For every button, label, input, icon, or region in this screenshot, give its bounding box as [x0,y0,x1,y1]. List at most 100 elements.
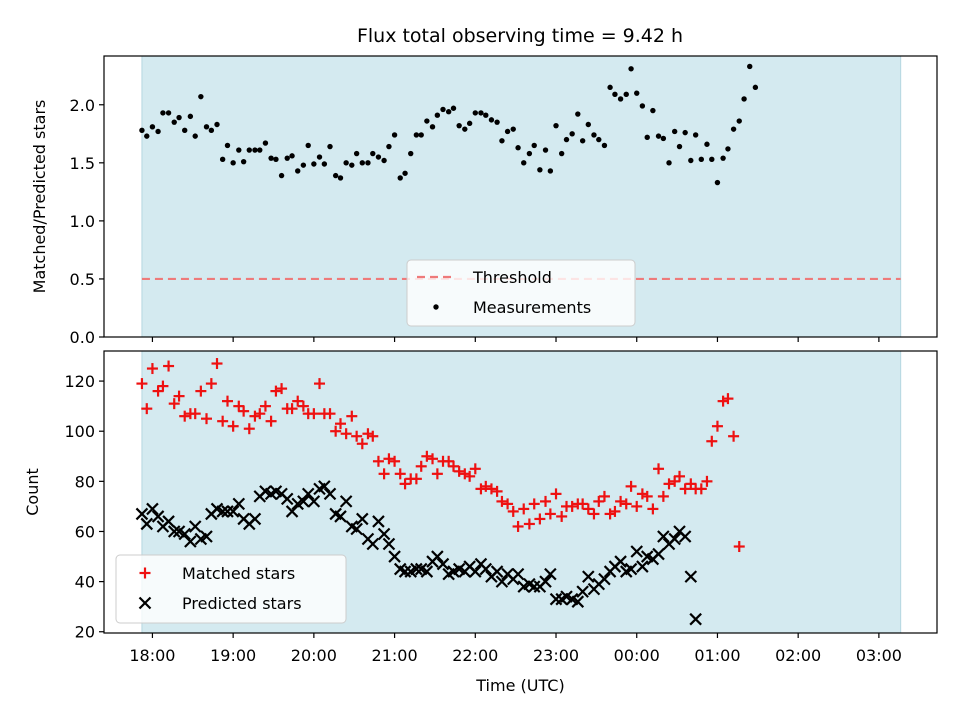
measurement-point [499,138,505,144]
measurement-point [730,126,737,132]
matched-star-point [625,480,637,492]
matched-star-point [512,520,524,532]
legend-measurements-label: Measurements [473,298,591,317]
matched-star-point [270,385,282,397]
legend-predicted-label: Predicted stars [182,594,302,613]
top-axes-frame [103,55,938,338]
matched-star-point [491,485,503,497]
measurement-point [650,107,656,114]
measurement-point [698,156,705,163]
matched-star-point [701,475,713,487]
bottom-y-tick-label: 100 [64,422,95,441]
matched-star-point [544,508,556,520]
matched-star-point [221,395,233,407]
predicted-star-point [216,505,229,518]
matched-star-point [399,478,411,490]
predicted-star-point [689,612,702,626]
top-y-tick-label: 1.5 [70,154,95,173]
predicted-star-point [576,585,589,598]
matched-star-point [431,468,443,480]
measurement-point [483,112,489,118]
measurement-point [585,121,592,128]
matched-star-point [663,478,675,490]
measurement-point [365,160,371,166]
measurement-point [214,121,220,128]
predicted-star-point [549,592,563,606]
predicted-star-point [582,570,595,583]
predicted-star-point [377,527,391,541]
measurement-point [747,63,753,70]
measurement-point [295,168,301,174]
measurement-point [149,124,156,130]
matched-star-point [136,378,148,390]
matched-star-point [378,468,390,480]
measurement-point [171,119,177,125]
measurement-point [688,157,694,164]
measurement-point [343,160,349,166]
measurement-point [240,158,247,165]
matched-star-point [205,378,217,390]
matched-star-point [733,541,745,553]
measurement-point [144,133,150,139]
matched-star-point [189,408,201,420]
measurement-point [349,162,355,168]
measurement-point [160,110,166,116]
matched-star-point [496,495,508,507]
matched-star-point [292,395,304,407]
matched-star-point [464,470,476,482]
predicted-star-point [221,505,234,518]
matched-star-point [173,390,185,402]
predicted-star-point [140,517,154,531]
measurement-point [537,167,543,173]
bottom-legend-box [115,554,347,624]
measurement-point [623,91,629,98]
measurement-point [741,96,747,102]
measurement-point [381,157,387,164]
x-tick-label: 01:00 [694,646,740,665]
matched-star-point [518,503,530,515]
predicted-star-point [495,575,509,588]
matched-star-point [297,400,309,412]
measurement-point [666,160,672,166]
matched-star-point [265,415,277,427]
matched-star-point [448,460,460,472]
measurement-point [575,111,581,117]
measurements-series [139,63,759,186]
matched-star-point [362,428,374,440]
measurement-point [284,155,290,161]
predicted-star-point [490,565,504,578]
matched-star-point [582,503,594,515]
measurement-point [289,153,295,159]
predicted-star-point [184,535,197,548]
predicted-star-point [479,562,493,576]
legend-measurements-swatch [433,304,439,310]
measurement-point [466,120,473,127]
bottom-legend: Matched stars Predicted stars [115,554,347,624]
measurement-point [246,147,252,153]
matched-star-point [346,410,358,422]
measurement-point [386,143,392,150]
measurement-point [515,145,521,151]
predicted-star-point [624,562,638,576]
measurement-point [413,132,420,138]
measurement-point [155,128,161,135]
matched-star-point [340,428,352,440]
measurement-point [187,113,194,120]
top-legend: Threshold Measurements [406,259,636,327]
matched-star-point [389,455,401,467]
x-axis-label: Time (UTC) [475,676,564,695]
top-y-axis: 0.0 0.5 1.0 1.5 2.0 [70,96,104,347]
predicted-star-point [285,505,299,518]
bottom-y-tick-label: 40 [75,573,95,592]
matched-star-point [157,380,169,392]
chart-title: Flux total observing time = 9.42 h [357,25,683,47]
predicted-star-point [436,557,450,571]
measurement-point [278,172,285,179]
predicted-star-point [135,507,149,521]
measurement-point [230,160,236,166]
matched-star-point [335,418,347,430]
x-tick-label: 19:00 [210,646,256,665]
measurement-point [176,114,182,121]
matched-star-point [685,478,697,490]
matched-star-point [146,363,158,375]
